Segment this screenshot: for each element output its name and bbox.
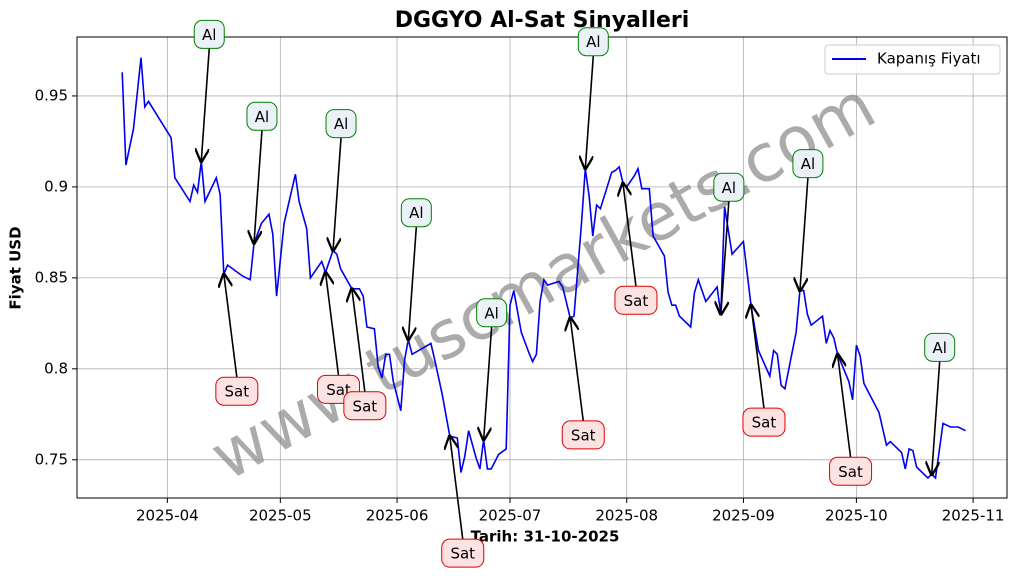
- signal-arrow: [721, 201, 730, 314]
- signal-label: Sat: [624, 292, 649, 310]
- signal-label: Al: [334, 115, 348, 133]
- signal-label: Al: [722, 179, 736, 197]
- x-tick-label: 2025-09: [712, 507, 775, 525]
- signal-arrow: [570, 318, 585, 421]
- signal-arrow: [408, 226, 418, 340]
- x-tick-label: 2025-06: [366, 507, 429, 525]
- signal-box: [193, 19, 225, 49]
- signal-box: [742, 407, 786, 437]
- signal-box: [476, 298, 508, 328]
- signal-label: Al: [255, 108, 269, 126]
- signal-box: [400, 198, 432, 228]
- signal-arrow: [326, 272, 340, 376]
- y-tick-label: 0.8: [44, 359, 68, 377]
- signal-arrow: [352, 289, 366, 392]
- chart-title: DGGYO Al-Sat Sinyalleri: [395, 8, 690, 33]
- signal-arrow: [254, 130, 263, 243]
- signal-box: [215, 376, 259, 406]
- signal-box: [325, 109, 357, 139]
- x-tick-label: 2025-10: [825, 507, 888, 525]
- signal-label: Sat: [838, 463, 863, 481]
- signal-label: Al: [202, 26, 216, 44]
- y-tick-label: 0.9: [44, 177, 68, 195]
- signal-box: [561, 420, 605, 450]
- signal-box: [246, 101, 278, 131]
- x-tick-label: 2025-05: [249, 507, 312, 525]
- signal-box: [343, 391, 387, 421]
- signal-label: Al: [801, 155, 815, 173]
- legend: Kapanış Fiyatı: [824, 44, 1001, 75]
- signal-label: Al: [484, 304, 498, 322]
- signal-arrow: [751, 305, 765, 409]
- x-tick-label: 2025-04: [136, 507, 199, 525]
- x-tick-label: 2025-07: [479, 507, 542, 525]
- signal-label: Sat: [450, 545, 475, 563]
- legend-box: [824, 44, 1001, 75]
- signal-arrow: [932, 361, 941, 474]
- signal-box: [924, 332, 956, 362]
- plot-frame: [76, 36, 1008, 499]
- signal-arrow: [585, 55, 595, 169]
- x-tick-label: 2025-11: [942, 507, 1005, 525]
- signal-arrow: [484, 326, 493, 440]
- y-tick-label: 0.85: [35, 268, 68, 286]
- signal-box: [829, 456, 873, 486]
- signal-arrow: [838, 354, 852, 458]
- signal-box: [441, 538, 485, 568]
- y-tick-label: 0.75: [35, 450, 68, 468]
- signal-box: [577, 27, 609, 57]
- price-line: [121, 57, 966, 480]
- signal-box: [792, 149, 824, 179]
- y-tick-label: 0.95: [35, 86, 68, 104]
- signal-label: Sat: [571, 426, 596, 444]
- signal-arrow: [623, 183, 637, 287]
- signal-label: Al: [409, 204, 423, 222]
- signal-label: Sat: [353, 397, 378, 415]
- signal-arrow: [224, 274, 238, 378]
- signal-arrow: [450, 436, 464, 540]
- legend-label: Kapanış Fiyatı: [877, 50, 981, 68]
- signal-label: Al: [586, 33, 600, 51]
- signal-box: [713, 172, 745, 202]
- signal-label: Al: [932, 339, 946, 357]
- signal-label: Sat: [225, 383, 250, 401]
- y-axis-label: Fiyat USD: [7, 226, 25, 309]
- signal-arrow: [201, 48, 211, 161]
- signal-arrow: [800, 177, 809, 291]
- signal-box: [614, 285, 658, 315]
- signal-arrow: [333, 137, 342, 251]
- x-tick-label: 2025-08: [595, 507, 658, 525]
- signal-label: Sat: [752, 414, 777, 432]
- signal-label: Sat: [326, 381, 351, 399]
- x-axis-label: Tarih: 31-10-2025: [471, 528, 620, 546]
